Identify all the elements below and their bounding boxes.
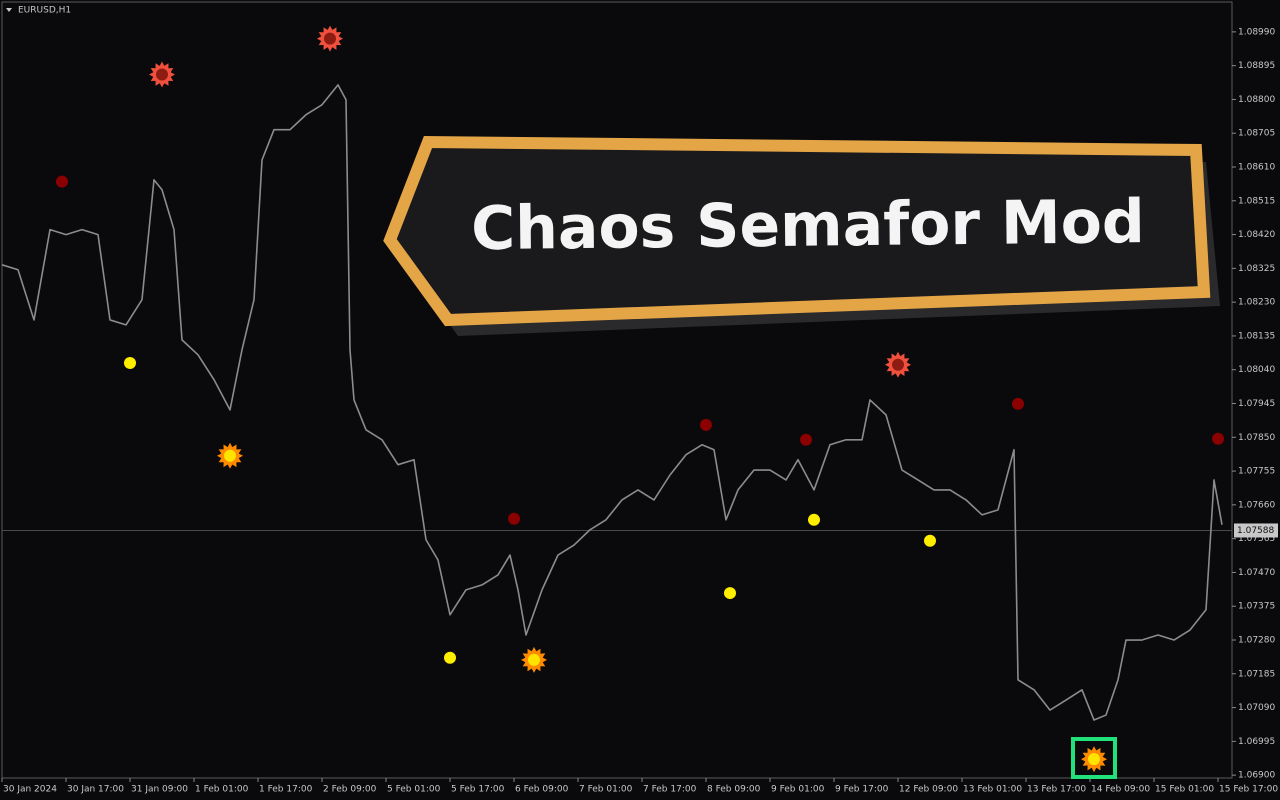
y-tick-label: 1.06900 [1238,771,1275,781]
x-tick-label: 30 Jan 17:00 [67,785,124,795]
semafor-dot [444,651,456,664]
banner-frame [383,135,1211,327]
y-tick-label: 1.06995 [1238,737,1275,747]
banner-title: Chaos Semafor Mod [471,187,1145,264]
current-price-box [1234,523,1278,538]
semafor-star [149,61,175,88]
semafor-dot [124,356,136,369]
semafor-dot [800,433,812,446]
semafor-dot [924,534,936,547]
semafor-dot [1212,432,1224,445]
y-tick-label: 1.08230 [1238,298,1275,308]
semafor-star [317,25,343,52]
star-core [528,653,540,666]
y-tick-label: 1.08990 [1238,27,1275,37]
y-tick-label: 1.08705 [1238,129,1275,139]
x-tick-label: 8 Feb 09:00 [707,785,761,795]
y-tick-label: 1.07755 [1238,467,1275,477]
x-tick-label: 1 Feb 17:00 [259,785,313,795]
y-tick-label: 1.07090 [1238,703,1275,713]
star-core [892,358,904,371]
semafor-star [1081,746,1107,773]
y-tick-label: 1.08325 [1238,264,1275,274]
semafor-dot [808,513,820,526]
y-tick-label: 1.07660 [1238,500,1275,510]
semafor-dot [508,512,520,525]
semafor-star [885,351,911,378]
y-tick-label: 1.07565 [1238,534,1275,544]
semafor-star [217,442,243,469]
highlight-box [1071,737,1117,779]
symbol-menu[interactable] [6,8,12,12]
y-tick-label: 1.07375 [1238,602,1275,612]
x-tick-label: 6 Feb 09:00 [515,785,569,795]
y-tick-label: 1.08610 [1238,163,1275,173]
semafor-dot [1012,397,1024,410]
x-tick-label: 9 Feb 17:00 [835,785,889,795]
x-tick-label: 15 Feb 01:00 [1155,785,1214,795]
y-tick-label: 1.07945 [1238,399,1275,409]
x-tick-label: 7 Feb 01:00 [579,785,633,795]
star-core [1088,753,1100,766]
banner: Chaos Semafor Mod [383,135,1220,336]
plot-frame [1,1,1233,779]
x-tick-label: 13 Feb 01:00 [963,785,1022,795]
semafor-star [521,646,547,673]
x-tick-label: 31 Jan 09:00 [131,785,188,795]
symbol-label: EURUSD,H1 [18,6,71,16]
y-tick-label: 1.08895 [1238,61,1275,71]
x-tick-label: 1 Feb 01:00 [195,785,249,795]
star-core [156,68,168,81]
x-tick-label: 9 Feb 01:00 [771,785,825,795]
axes: 1.06900 1.06995 1.07090 1.07185 1.07280 1.073… [1,27,1278,795]
star-core [224,449,236,462]
x-tick-label: 14 Feb 09:00 [1091,785,1150,795]
x-tick-label: 13 Feb 17:00 [1027,785,1086,795]
price-line [1,84,1223,721]
plot-area [1,25,1232,773]
x-tick-label: 2 Feb 09:00 [323,785,377,795]
y-tick-label: 1.08420 [1238,230,1275,240]
y-tick-label: 1.08800 [1238,95,1275,105]
x-tick-label: 7 Feb 17:00 [643,785,697,795]
star-core [324,32,336,45]
y-tick-label: 1.07850 [1238,433,1275,443]
semafor-dot [700,418,712,431]
x-tick-label: 5 Feb 01:00 [387,785,441,795]
x-tick-label: 15 Feb 17:00 [1219,785,1278,795]
x-tick-label: 5 Feb 17:00 [451,785,505,795]
y-tick-label: 1.08515 [1238,196,1275,206]
semafor-dot [724,587,736,600]
y-tick-label: 1.08040 [1238,365,1275,375]
x-tick-label: 30 Jan 2024 [3,785,57,795]
x-tick-label: 12 Feb 09:00 [899,785,958,795]
y-tick-label: 1.07470 [1238,568,1275,578]
y-tick-label: 1.08135 [1238,331,1275,341]
y-tick-label: 1.07280 [1238,636,1275,646]
semafor-dot [56,175,68,188]
y-tick-label: 1.07185 [1238,669,1275,679]
current-price-label: 1.07588 [1237,526,1274,536]
